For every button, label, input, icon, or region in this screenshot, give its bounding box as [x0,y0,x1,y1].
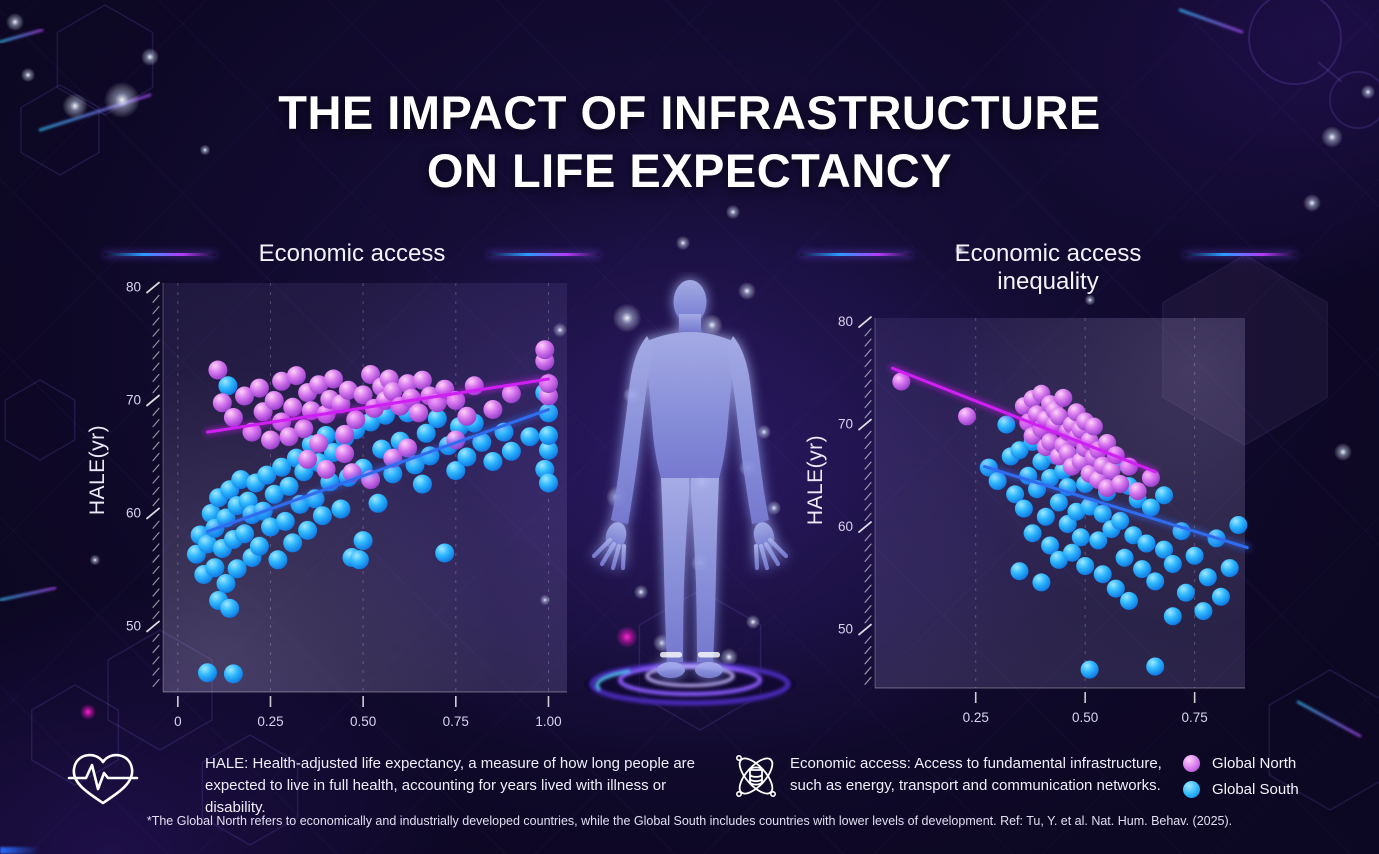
chart-economic-access: 50 60 70 80 0 0.25 0.50 0.75 1.00 [95,270,595,745]
trendline-global-south [205,408,550,534]
legend-label: Global North [1212,754,1297,772]
scatter-plot-economic-access-inequality: 50 60 70 80 0.25 0.50 0.75 [838,314,1251,725]
legend-label: Global South [1212,780,1299,798]
svg-text:50: 50 [838,622,853,637]
x-axis: 0.25 0.50 0.75 [963,692,1208,725]
trendline-global-south [982,465,1249,550]
scatter-plot-economic-access: 50 60 70 80 0 0.25 0.50 0.75 1.00 [126,280,567,729]
chart-title-economic-access-inequality: Economic access inequality [800,240,1296,296]
fine-print-note: *The Global North refers to economically… [146,814,1233,828]
hale-definition-note: HALE: Health-adjusted life expectancy, a… [205,755,696,816]
chart-title-text: Economic access [258,240,446,267]
title-rule-left-icon [104,253,216,256]
svg-text:60: 60 [838,519,853,534]
human-body-shape [591,280,789,678]
gridlines [975,318,1196,688]
y-axis: 50 60 70 80 [126,280,160,688]
ankle-band-right [698,652,720,658]
svg-text:1.00: 1.00 [535,714,561,729]
human-silhouette-illustration [584,280,796,706]
trendline-global-north [205,377,550,434]
page-title-line2: ON LIFE EXPECTANCY [426,144,953,197]
svg-text:0: 0 [174,714,182,729]
y-axis-label-left: HALE(yr) [86,424,109,516]
svg-text:80: 80 [126,280,141,295]
svg-text:50: 50 [126,618,141,633]
chart-title-economic-access: Economic access [104,240,600,268]
economic-access-definition-note: Economic access: Access to fundamental i… [790,755,1162,794]
svg-text:0.75: 0.75 [1182,710,1208,725]
inner-ring-icon [645,665,735,687]
svg-text:0.25: 0.25 [963,710,989,725]
chart-economic-access-inequality: 50 60 70 80 0.25 0.50 0.75 [800,300,1280,745]
legend-item-global-south: Global South [1183,777,1299,801]
svg-text:0.25: 0.25 [257,714,283,729]
x-axis: 0 0.25 0.50 0.75 1.00 [174,696,562,729]
global-north-dot-icon [1183,754,1200,772]
svg-text:80: 80 [838,314,853,329]
atom-data-icon [731,749,781,808]
y-axis: 50 60 70 80 [838,314,872,685]
bottom-edge-accent [0,847,40,854]
title-rule-right-icon [1184,253,1296,256]
legend-item-global-north: Global North [1183,751,1299,775]
ring-accent-arc [595,669,631,692]
global-south-points [186,376,558,684]
svg-text:70: 70 [126,393,141,408]
chart-title-text-line1: Economic access [954,240,1142,267]
page-title-line1: THE IMPACT OF INFRASTRUCTURE [278,86,1101,139]
svg-text:0.50: 0.50 [350,714,376,729]
global-south-dot-icon [1183,780,1200,798]
trendline-global-north [891,366,1157,474]
chart-title-text-line2: inequality [997,268,1099,295]
ankle-band-left [660,652,682,658]
title-rule-left-icon [800,253,912,256]
page-title: THE IMPACT OF INFRASTRUCTURE ON LIFE EXP… [0,84,1379,200]
title-rule-right-icon [488,253,600,256]
svg-text:70: 70 [838,417,853,432]
legend: Global North Global South [1183,751,1299,803]
svg-text:60: 60 [126,505,141,520]
svg-text:0.50: 0.50 [1072,710,1098,725]
svg-text:0.75: 0.75 [443,714,469,729]
heart-pulse-icon [66,748,140,813]
